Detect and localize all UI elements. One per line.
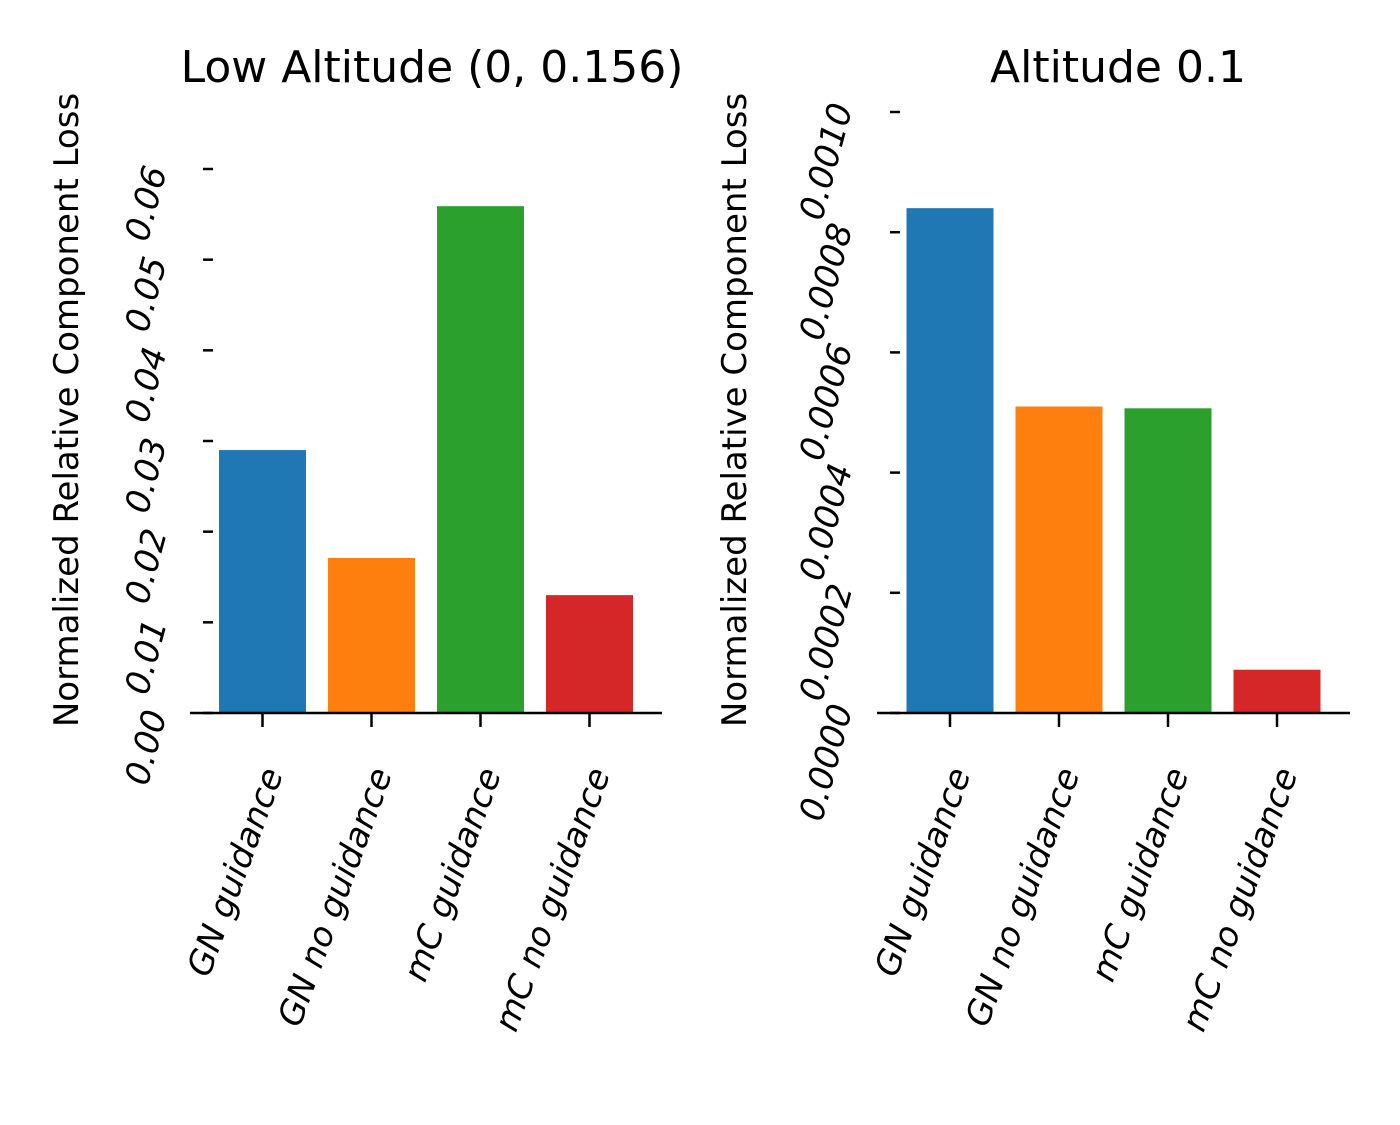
bar-3 [437, 206, 524, 713]
chart-title: Altitude 0.1 [990, 42, 1246, 93]
x-tick-label: GN no guidance [958, 763, 1089, 1032]
bar-2 [328, 557, 415, 713]
chart-title: Low Altitude (0, 0.156) [181, 42, 684, 93]
x-tick-label: GN guidance [179, 763, 291, 982]
bar-3 [1124, 408, 1212, 713]
y-tick-label: 0.05 [117, 253, 175, 336]
y-tick-label: 0.0004 [792, 460, 861, 585]
y-tick-label: 0.02 [117, 525, 175, 608]
y-tick-label: 0.0008 [792, 219, 861, 344]
y-tick-label: 0.00 [117, 706, 175, 789]
bar-1 [219, 450, 306, 713]
y-tick-label: 0.01 [117, 615, 175, 698]
y-tick-label: 0.0002 [792, 580, 861, 705]
x-tick-label: mC no guidance [1174, 763, 1306, 1037]
x-tick-label: GN guidance [867, 763, 979, 982]
x-tick-label: mC no guidance [487, 763, 619, 1037]
y-tick-label: 0.03 [117, 434, 175, 517]
chart-panel-2: Altitude 0.1 Normalized Relative Componen… [715, 42, 1350, 1037]
bar-4 [1233, 669, 1321, 713]
bar-1 [906, 208, 994, 713]
x-tick-label: mC guidance [396, 763, 510, 987]
y-tick-label: 0.04 [117, 343, 175, 426]
y-axis-label: Normalized Relative Component Loss [47, 93, 87, 727]
y-tick-label: 0.06 [117, 162, 175, 245]
y-tick-label: 0.0006 [792, 339, 861, 464]
y-tick-label: 0.0000 [792, 700, 861, 825]
x-tick-label: GN no guidance [270, 763, 401, 1032]
bar-2 [1015, 406, 1103, 713]
bar-4 [546, 595, 633, 713]
chart-panel-1: Low Altitude (0, 0.156) Normalized Relati… [47, 42, 683, 1037]
y-tick-label: 0.0010 [792, 99, 861, 224]
y-axis-label: Normalized Relative Component Loss [715, 93, 755, 727]
x-tick-label: mC guidance [1083, 763, 1197, 987]
